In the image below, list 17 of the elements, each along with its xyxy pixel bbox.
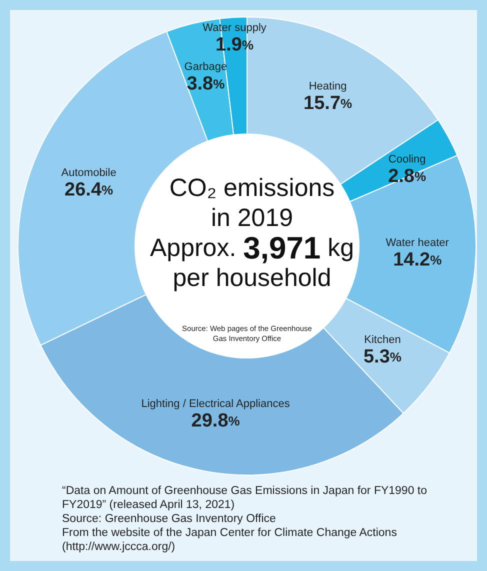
text: CO₂ emissions in 2019 Approx. 3,971 kg per household [150,174,354,292]
data-label: 14.2% [393,250,442,271]
text: “Data on Amount of Greenhouse Gas Emissions in Japan for FY1990 to FY2019” (released April 13, 2021) [62,484,428,512]
slice-label: Kitchen [364,334,401,346]
slice-label: Lighting / Electrical Appliances [141,398,290,410]
data-label: 3.8% [186,73,226,94]
slice-label: Automobile [61,166,116,179]
source-note: Source: Greenhouse Gas Inventory Office [62,512,277,526]
data-label: 15.7% [304,92,353,114]
text: From the website of the Japan Center for Climate Change Actions [62,526,398,540]
slice-label: Cooling [388,154,426,166]
data-label: 5.3% [363,346,402,368]
slice-label: Water heater [386,237,450,250]
data-label: 29.8% [191,410,240,432]
text: (http://www.jccca.org/) [62,540,176,554]
data-label: 26.4% [64,179,114,200]
slice-label: Heating [308,80,347,92]
